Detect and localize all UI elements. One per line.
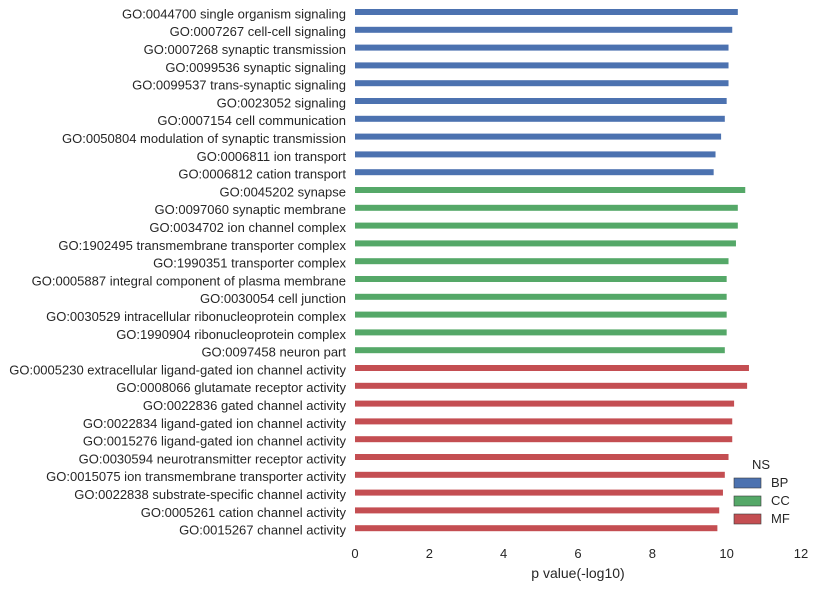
category-label: GO:0022834 ligand-gated ion channel acti… <box>83 416 347 431</box>
bar <box>355 80 729 87</box>
x-tick-label: 2 <box>426 546 433 561</box>
bar <box>355 347 725 354</box>
x-tick-label: 12 <box>794 546 808 561</box>
category-label: GO:0007154 cell communication <box>157 113 346 128</box>
bar <box>355 382 748 389</box>
category-label: GO:0099536 synaptic signaling <box>165 60 346 75</box>
bar <box>355 276 727 282</box>
legend-label: BP <box>771 475 788 490</box>
x-axis-ticks: 0 2 4 6 8 10 12 <box>351 546 808 561</box>
x-axis-label: p value(-log10) <box>531 565 624 581</box>
bars-layer <box>355 9 749 532</box>
legend-items: BP CC MF <box>733 475 790 526</box>
category-label: GO:0030054 cell junction <box>200 291 346 306</box>
bar <box>355 9 738 15</box>
bar <box>355 151 716 158</box>
category-label: GO:0050804 modulation of synaptic transm… <box>62 131 346 146</box>
category-label: GO:0022836 gated channel activity <box>143 398 347 413</box>
bar <box>355 329 727 336</box>
bar <box>355 400 735 407</box>
category-label: GO:0015276 ligand-gated ion channel acti… <box>83 434 347 449</box>
legend-label: MF <box>771 511 790 526</box>
category-label: GO:0099537 trans-synaptic signaling <box>132 78 346 93</box>
category-label: GO:0005887 integral component of plasma … <box>32 273 346 288</box>
bar <box>355 507 720 514</box>
x-tick-label: 6 <box>574 546 581 561</box>
bar <box>355 98 727 104</box>
bar <box>355 365 749 371</box>
bar <box>355 293 727 300</box>
category-label: GO:0015075 ion transmembrane transporter… <box>46 469 346 484</box>
bar <box>355 169 714 176</box>
category-label: GO:0007268 synaptic transmission <box>144 42 346 57</box>
bar <box>355 115 725 122</box>
category-label: GO:0015267 channel activity <box>179 523 346 538</box>
bar <box>355 454 729 460</box>
category-label: GO:1990351 transporter complex <box>153 256 346 271</box>
category-labels: GO:0044700 single organism signaling GO:0… <box>9 6 346 537</box>
legend-title: NS <box>752 457 770 472</box>
bar <box>355 222 738 229</box>
bar <box>355 26 733 33</box>
bar <box>355 311 727 318</box>
x-tick-label: 4 <box>500 546 507 561</box>
x-tick-label: 0 <box>351 546 358 561</box>
x-tick-label: 10 <box>719 546 733 561</box>
category-label: GO:0044700 single organism signaling <box>122 6 346 21</box>
category-label: GO:0030594 neurotransmitter receptor act… <box>79 451 347 466</box>
legend-swatch <box>733 477 762 489</box>
category-label: GO:0005261 cation channel activity <box>141 505 347 520</box>
category-label: GO:0008066 glutamate receptor activity <box>116 380 346 395</box>
legend-label: CC <box>771 493 790 508</box>
legend: NS BP CC MF <box>733 457 790 526</box>
category-label: GO:0045202 synapse <box>220 184 346 199</box>
category-label: GO:0097458 neuron part <box>201 345 346 360</box>
category-label: GO:0022838 substrate-specific channel ac… <box>74 487 346 502</box>
bar <box>355 44 729 51</box>
bar <box>355 62 729 69</box>
category-label: GO:0007267 cell-cell signaling <box>170 24 346 39</box>
category-label: GO:0005230 extracellular ligand-gated io… <box>9 362 346 377</box>
bar <box>355 471 725 478</box>
category-label: GO:0030529 intracellular ribonucleoprote… <box>46 309 346 324</box>
bar <box>355 258 729 265</box>
category-label: GO:1990904 ribonucleoprotein complex <box>116 327 346 342</box>
bar <box>355 525 718 532</box>
legend-swatch <box>733 513 762 525</box>
x-tick-label: 8 <box>649 546 656 561</box>
bar <box>355 489 723 496</box>
category-label: GO:0006812 cation transport <box>178 167 346 182</box>
category-label: GO:0097060 synaptic membrane <box>155 202 347 217</box>
bar <box>355 133 722 140</box>
legend-swatch <box>733 495 762 507</box>
bar <box>355 436 733 443</box>
bar <box>355 187 746 193</box>
category-label: GO:0023052 signaling <box>217 95 346 110</box>
category-label: GO:0006811 ion transport <box>197 149 347 164</box>
category-label: GO:1902495 transmembrane transporter com… <box>58 238 346 253</box>
bar <box>355 204 738 211</box>
bar <box>355 418 733 425</box>
category-label: GO:0034702 ion channel complex <box>149 220 346 235</box>
bar <box>355 240 736 247</box>
